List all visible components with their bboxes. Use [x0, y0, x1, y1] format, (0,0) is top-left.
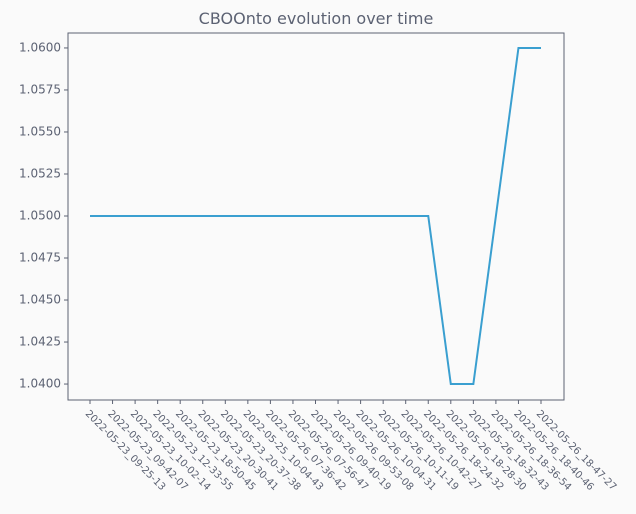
line	[90, 46, 541, 386]
y-tick-label: 1.0425	[19, 335, 61, 349]
y-tick-label: 1.0575	[19, 82, 61, 96]
y-tick-label: 1.0525	[19, 166, 61, 180]
y-tick-label: 1.0550	[19, 124, 61, 138]
chart-title: CBOOnto evolution over time	[199, 9, 434, 28]
y-tick-label: 1.0450	[19, 293, 61, 307]
y-tick-label: 1.0400	[19, 377, 61, 391]
y-tick-label: 1.0475	[19, 251, 61, 265]
y-tick-label: 1.0500	[19, 208, 61, 222]
y-tick-label: 1.0600	[19, 40, 61, 54]
